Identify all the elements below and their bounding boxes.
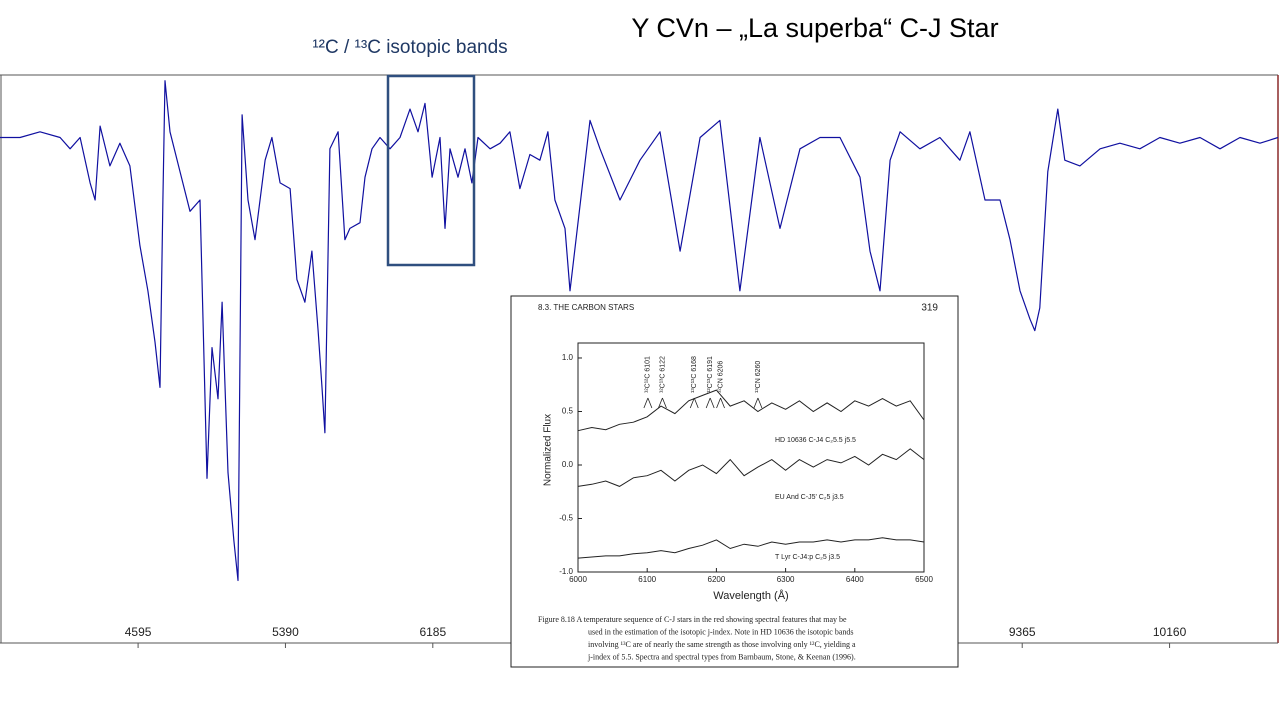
x-tick-label: 6000 bbox=[569, 575, 587, 584]
main-chart: 4595 5390 6185 9365 10160 bbox=[0, 74, 1279, 648]
feature-marker bbox=[658, 397, 663, 409]
x-tick-label: 6500 bbox=[915, 575, 933, 584]
y-tick-label: -0.5 bbox=[559, 514, 573, 523]
caption-line: used in the estimation of the isotopic j… bbox=[588, 627, 854, 636]
caption-line: involving ¹³C are of nearly the same str… bbox=[588, 640, 856, 649]
inset-header: 8.3. THE CARBON STARS bbox=[538, 303, 634, 312]
y-tick-label: 0.5 bbox=[562, 407, 574, 416]
series-label: HD 10636 C-J4 C₂5.5 j5.5 bbox=[775, 437, 856, 444]
annotation: ¹²C / ¹³C isotopic bands bbox=[312, 37, 507, 58]
x-tick-label: 4595 bbox=[125, 625, 152, 639]
y-axis-title: Normalized Flux bbox=[543, 414, 554, 486]
x-axis-title: Wavelength (Å) bbox=[713, 589, 788, 602]
feature-label: ¹²CN 6206 bbox=[717, 361, 724, 393]
x-tick-label: 6100 bbox=[638, 575, 656, 584]
x-tick-label: 5390 bbox=[272, 625, 299, 639]
inset-figure: 8.3. THE CARBON STARS 319 Wavelength (Å)… bbox=[510, 295, 959, 668]
series-line bbox=[577, 537, 925, 559]
series-label: EU And C-J5' C₂5 j3.5 bbox=[775, 494, 844, 501]
caption-line: j-index of 5.5. Spectra and spectral typ… bbox=[587, 652, 856, 661]
feature-marker bbox=[705, 397, 711, 409]
plot-frame bbox=[577, 342, 925, 573]
spectrum-line bbox=[0, 80, 1279, 582]
y-tick-label: -1.0 bbox=[559, 567, 573, 576]
feature-marker bbox=[693, 397, 699, 409]
y-tick-label: 1.0 bbox=[562, 353, 574, 362]
y-tick-label: 0.0 bbox=[562, 460, 574, 469]
feature-marker bbox=[716, 397, 721, 409]
feature-label: ¹³C¹³C 6168 bbox=[691, 356, 698, 393]
feature-marker bbox=[757, 397, 763, 409]
inset-frame bbox=[510, 295, 959, 668]
x-tick-label: 9365 bbox=[1009, 625, 1036, 639]
feature-marker bbox=[662, 397, 667, 409]
series-line bbox=[577, 389, 925, 432]
x-tick-label: 6300 bbox=[777, 575, 795, 584]
feature-marker bbox=[689, 397, 695, 409]
feature-marker bbox=[720, 397, 725, 409]
x-tick-label: 6185 bbox=[419, 625, 446, 639]
feature-marker bbox=[709, 397, 715, 409]
x-tick-label: 6400 bbox=[846, 575, 864, 584]
feature-marker bbox=[643, 397, 649, 409]
highlight-box bbox=[386, 74, 476, 267]
feature-label: ¹³CN 6260 bbox=[755, 361, 762, 393]
x-tick-label: 6200 bbox=[708, 575, 726, 584]
page-number: 319 bbox=[921, 303, 938, 314]
series-label: T Lyr C-J4:p C₂5 j3.5 bbox=[775, 554, 840, 561]
feature-label: ¹²C¹²C 6101 bbox=[645, 356, 652, 393]
series-line bbox=[577, 448, 925, 487]
feature-marker bbox=[647, 397, 653, 409]
feature-label: ¹²C¹³C 6122 bbox=[659, 356, 666, 393]
x-tick-label: 10160 bbox=[1153, 625, 1187, 639]
feature-label: ¹²C¹³C 6191 bbox=[707, 356, 714, 393]
slide-title: Y CVn – „La superba“ C-J Star bbox=[631, 13, 998, 43]
feature-marker bbox=[753, 397, 759, 409]
caption-line: Figure 8.18 A temperature sequence of C-… bbox=[538, 615, 847, 624]
